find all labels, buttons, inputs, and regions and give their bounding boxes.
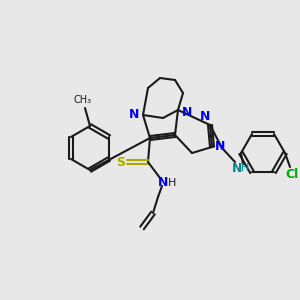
Text: H: H	[168, 178, 176, 188]
Text: N: N	[158, 176, 168, 190]
Text: N: N	[215, 140, 225, 154]
Text: N: N	[200, 110, 210, 124]
Text: N: N	[232, 161, 242, 175]
Text: N: N	[182, 106, 192, 119]
Text: CH₃: CH₃	[74, 95, 92, 105]
Text: S: S	[116, 155, 125, 169]
Text: H: H	[241, 163, 249, 173]
Text: N: N	[129, 109, 139, 122]
Text: Cl: Cl	[285, 169, 298, 182]
